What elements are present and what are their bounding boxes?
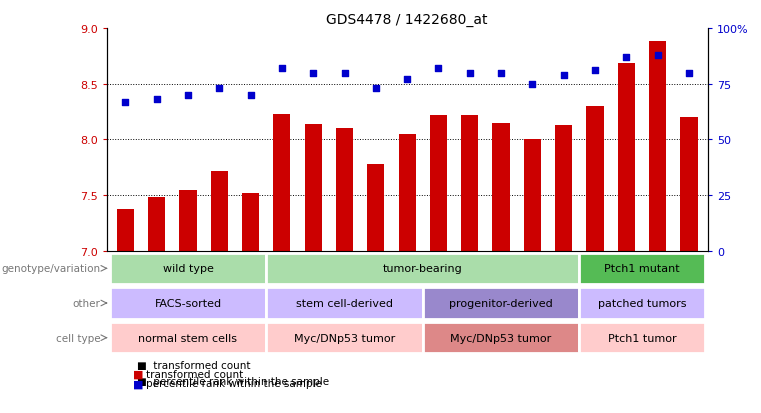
Bar	[242, 194, 260, 252]
Text: percentile rank within the sample: percentile rank within the sample	[146, 378, 322, 388]
Point	[558, 72, 570, 79]
Text: other: other	[72, 298, 100, 308]
Point	[370, 85, 382, 92]
Bar	[116, 209, 134, 252]
Bar	[492, 123, 510, 252]
Point	[119, 99, 132, 106]
Point	[683, 70, 695, 77]
Bar	[399, 135, 416, 252]
Bar	[368, 165, 384, 252]
Point	[527, 81, 539, 88]
Bar	[336, 129, 353, 252]
Bar	[266, 288, 423, 319]
Point	[339, 70, 351, 77]
Bar	[211, 171, 228, 252]
Text: Ptch1 mutant: Ptch1 mutant	[604, 263, 680, 274]
Bar	[579, 253, 705, 284]
Bar	[110, 288, 266, 319]
Text: ■  transformed count
■  percentile rank within the sample: ■ transformed count ■ percentile rank wi…	[137, 360, 329, 386]
Point	[275, 66, 288, 72]
Text: ■: ■	[133, 369, 144, 379]
Bar	[680, 118, 698, 252]
Bar	[618, 63, 635, 252]
Point	[651, 52, 664, 59]
Text: FACS-sorted: FACS-sorted	[154, 298, 221, 308]
Point	[432, 66, 444, 72]
Bar	[555, 126, 572, 252]
Point	[401, 77, 413, 83]
Text: transformed count: transformed count	[146, 369, 244, 379]
Bar	[579, 322, 705, 354]
Bar	[266, 322, 423, 354]
Text: patched tumors: patched tumors	[597, 298, 686, 308]
Bar	[649, 42, 666, 252]
Text: Myc/DNp53 tumor: Myc/DNp53 tumor	[294, 333, 395, 343]
Text: cell type: cell type	[56, 333, 100, 343]
Text: progenitor-derived: progenitor-derived	[449, 298, 553, 308]
Bar	[430, 116, 447, 252]
Text: ■: ■	[133, 378, 144, 388]
Text: normal stem cells: normal stem cells	[139, 333, 237, 343]
Point	[151, 97, 163, 103]
Bar	[423, 288, 579, 319]
Point	[463, 70, 476, 77]
Bar	[148, 198, 165, 252]
Bar	[110, 322, 266, 354]
Bar	[579, 288, 705, 319]
Point	[182, 93, 194, 99]
Point	[213, 85, 225, 92]
Point	[620, 55, 632, 61]
Bar	[266, 253, 579, 284]
Text: wild type: wild type	[163, 263, 213, 274]
Point	[307, 70, 320, 77]
Bar	[461, 116, 479, 252]
Bar	[110, 253, 266, 284]
Text: Myc/DNp53 tumor: Myc/DNp53 tumor	[451, 333, 552, 343]
Point	[244, 93, 256, 99]
Title: GDS4478 / 1422680_at: GDS4478 / 1422680_at	[326, 12, 488, 26]
Bar	[587, 107, 603, 252]
Bar	[273, 114, 291, 252]
Bar	[524, 140, 541, 252]
Bar	[423, 322, 579, 354]
Point	[495, 70, 507, 77]
Text: stem cell-derived: stem cell-derived	[296, 298, 393, 308]
Bar	[180, 190, 196, 252]
Text: tumor-bearing: tumor-bearing	[383, 263, 463, 274]
Bar	[304, 125, 322, 252]
Text: genotype/variation: genotype/variation	[2, 263, 100, 274]
Text: Ptch1 tumor: Ptch1 tumor	[608, 333, 677, 343]
Point	[589, 68, 601, 74]
